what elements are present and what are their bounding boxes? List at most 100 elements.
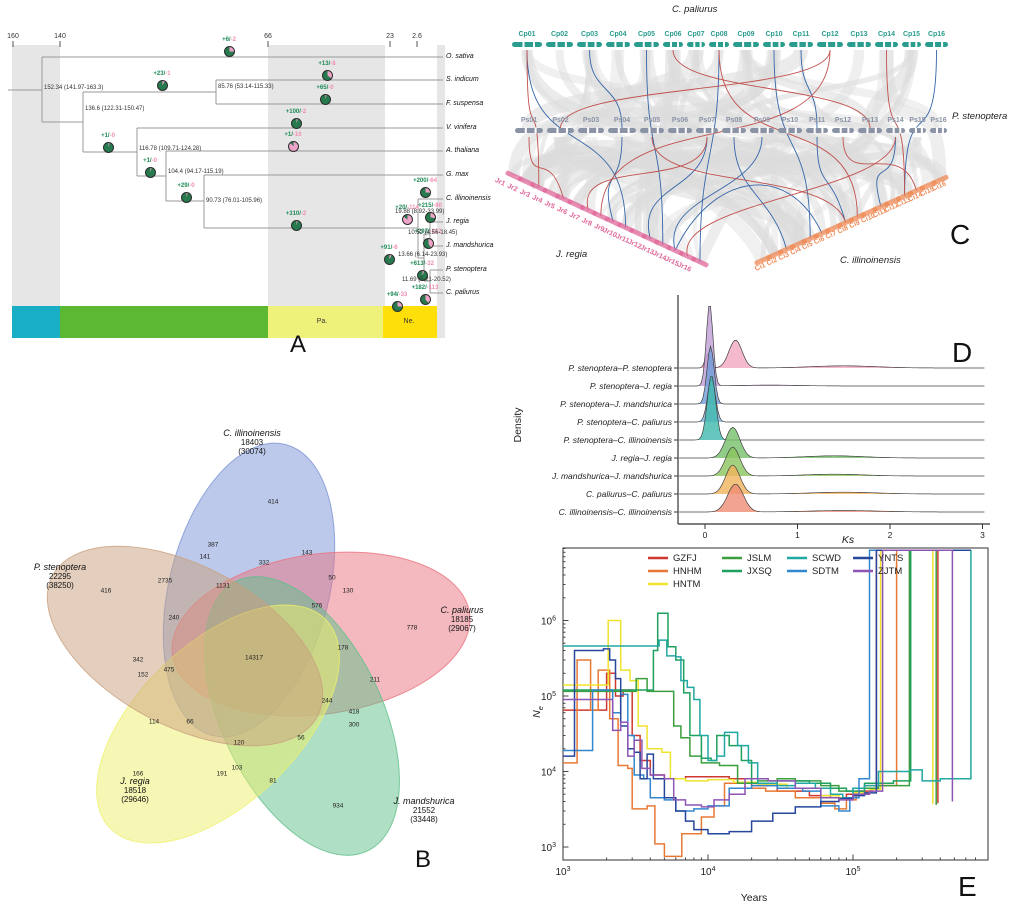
plot-frame <box>562 547 989 861</box>
gray-ribbon <box>888 136 922 203</box>
geo-stripe <box>12 45 60 306</box>
legend-label: SCWD <box>812 553 841 564</box>
synteny-link <box>600 49 831 217</box>
chromosome-label: Ci5 <box>801 241 814 252</box>
bar-gap <box>797 41 800 48</box>
chromosome-label: Ps02 <box>552 117 568 124</box>
chromosome-bar <box>875 42 898 47</box>
chromosome-label: Ps13 <box>862 117 878 124</box>
chromosome-bar <box>763 42 785 47</box>
chromosome-label: Cp16 <box>928 31 945 38</box>
ridge-row-label: J. mandshurica–J. mandshurica <box>551 471 672 481</box>
bar-gap <box>874 127 877 134</box>
synteny-link <box>876 136 896 207</box>
legend-label: JXSQ <box>747 566 772 577</box>
bar-gap <box>758 127 761 134</box>
chromosome-label: Ps08 <box>726 117 742 124</box>
chromosome-bar <box>547 128 574 133</box>
chromosome-label: Jr2 <box>506 183 519 194</box>
synteny-link <box>886 49 906 197</box>
panel-b-venn <box>46 442 471 856</box>
venn-ellipse-p-stenoptera <box>46 545 324 747</box>
synteny-link <box>672 49 871 129</box>
chromosome-label: Cp09 <box>737 31 754 38</box>
series-line-hntm <box>563 549 934 805</box>
chromosome-bar <box>606 42 630 47</box>
chromosome-label: Cp13 <box>850 31 867 38</box>
chromosome-label: Jr9 <box>593 223 606 234</box>
legend-label: YNTS <box>878 553 903 564</box>
bar-gap <box>786 127 789 134</box>
exponent: 3 <box>552 842 556 849</box>
bar-gap <box>892 127 895 134</box>
chromosome-bar <box>546 42 573 47</box>
chromosome-bar <box>925 42 948 47</box>
chromosome-label: Ps05 <box>644 117 660 124</box>
tree-branches <box>8 56 443 294</box>
synteny-link <box>528 136 565 200</box>
chromosome-label: Jr3 <box>518 188 531 199</box>
bar-gap <box>699 41 702 48</box>
ridge-row-label: P. stenoptera–C. illinoinensis <box>563 435 672 445</box>
chromosome-bar <box>722 128 746 133</box>
chromosome-label: Jr16 <box>676 261 692 273</box>
tick-label: 103 <box>541 842 556 854</box>
chromosome-label: Ci9 <box>848 219 861 230</box>
chromosome-bar <box>668 128 692 133</box>
synteny-link <box>673 136 763 251</box>
y-axis-title: Ne <box>531 706 545 718</box>
gray-ribbon <box>534 49 778 188</box>
bar-gap <box>933 41 936 48</box>
chromosome-label: Ci2 <box>766 257 779 268</box>
bar-gap <box>648 127 651 134</box>
chromosome-label: Ps15 <box>909 117 925 124</box>
era-band-k <box>12 306 60 338</box>
bar-gap <box>914 127 917 134</box>
bar-gap <box>693 41 696 48</box>
x-tick-label: 1 <box>795 530 800 540</box>
series-line-jslm <box>563 549 937 805</box>
bar-gap <box>751 41 754 48</box>
bar-gap <box>617 127 620 134</box>
chromosome-bar <box>709 42 729 47</box>
bar-gap <box>565 127 568 134</box>
chromosome-label: Cp15 <box>903 31 920 38</box>
bar-gap <box>556 127 559 134</box>
chromosome-label: Ps07 <box>699 117 715 124</box>
synteny-link <box>674 184 823 251</box>
chromosome-label: Cp14 <box>878 31 895 38</box>
chromosome-label: Ci4 <box>789 246 802 257</box>
gray-ribbon <box>741 49 943 129</box>
density-ridge <box>679 340 985 369</box>
tick-label: 104 <box>700 866 715 878</box>
tick-label: 103 <box>555 866 570 878</box>
panel-c-synteny: Cp01 Cp02 Cp03 Cp04 Cp05 Cp06 Cp07 Cp08 Cp09 Cp10… <box>494 31 949 274</box>
density-ridge <box>679 427 985 459</box>
series-lines <box>563 549 972 858</box>
ridge-row-label: P. stenoptera–C. paliurus <box>577 417 673 427</box>
bar-gap <box>855 41 858 48</box>
ridge-row-label: C. illinoinensis–C. illinoinensis <box>559 507 673 517</box>
tick-label: 105 <box>845 866 860 878</box>
chromosome-bar <box>886 128 905 133</box>
chromosome-bar <box>640 128 664 133</box>
bar-gap <box>941 127 944 134</box>
bar-gap <box>794 127 797 134</box>
bar-gap <box>587 127 590 134</box>
bar-gap <box>711 127 714 134</box>
bar-gap <box>778 41 781 48</box>
chromosome-bar <box>696 128 718 133</box>
y-axis-title: Density <box>512 407 524 443</box>
bar-gap <box>730 127 733 134</box>
synteny-link <box>648 136 708 240</box>
ridge-row-label: P. stenoptera–J. mandshurica <box>560 399 672 409</box>
chromosome-bar <box>577 42 602 47</box>
bar-gap <box>676 127 679 134</box>
ridge-row-label: P. stenoptera–J. regia <box>590 381 672 391</box>
chromosome-bar <box>858 128 882 133</box>
density-ridge <box>679 483 985 513</box>
panel-e-ne-years: 103 104 105 103 104 105 106 GZFJ HNHM HNTM JSLM JXS… <box>531 547 989 904</box>
synteny-link <box>651 136 847 223</box>
synteny-link <box>800 49 818 129</box>
